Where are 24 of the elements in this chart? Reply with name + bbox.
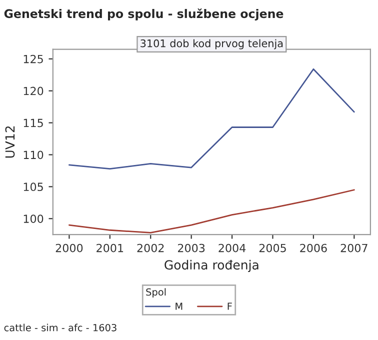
x-tick-label: 2007 [340, 244, 368, 252]
y-tick-label: 110 [24, 150, 44, 160]
x-tick-label: 2003 [178, 244, 205, 252]
y-tick-label: 105 [24, 182, 43, 192]
x-tick-label: 2006 [300, 244, 327, 252]
y-tick-label: 125 [24, 54, 43, 64]
legend-label: F [228, 302, 232, 310]
y-tick-label: 120 [24, 86, 44, 96]
legend-title: Spol [146, 288, 166, 298]
x-tick-label: 2002 [137, 244, 164, 252]
x-axis-title: Godina rođenja [164, 260, 258, 272]
y-axis-title: UV12 [5, 126, 15, 158]
line-series [68, 189, 355, 234]
y-tick-label: 115 [24, 118, 43, 128]
x-tick-label: 2004 [218, 244, 246, 252]
chart-title: Genetski trend po spolu - službene ocjene [4, 8, 284, 20]
x-tick-label: 2001 [96, 244, 124, 252]
x-tick-label: 2005 [259, 244, 286, 252]
legend-label: M [176, 302, 182, 310]
text: cattle - sim - afc - 1603 [4, 324, 116, 332]
x-tick-label: 2000 [56, 244, 83, 252]
line-series [68, 68, 355, 170]
y-tick-label: 100 [24, 214, 44, 224]
chart-subtitle: 3101 dob kod prvog telenja [140, 39, 283, 50]
